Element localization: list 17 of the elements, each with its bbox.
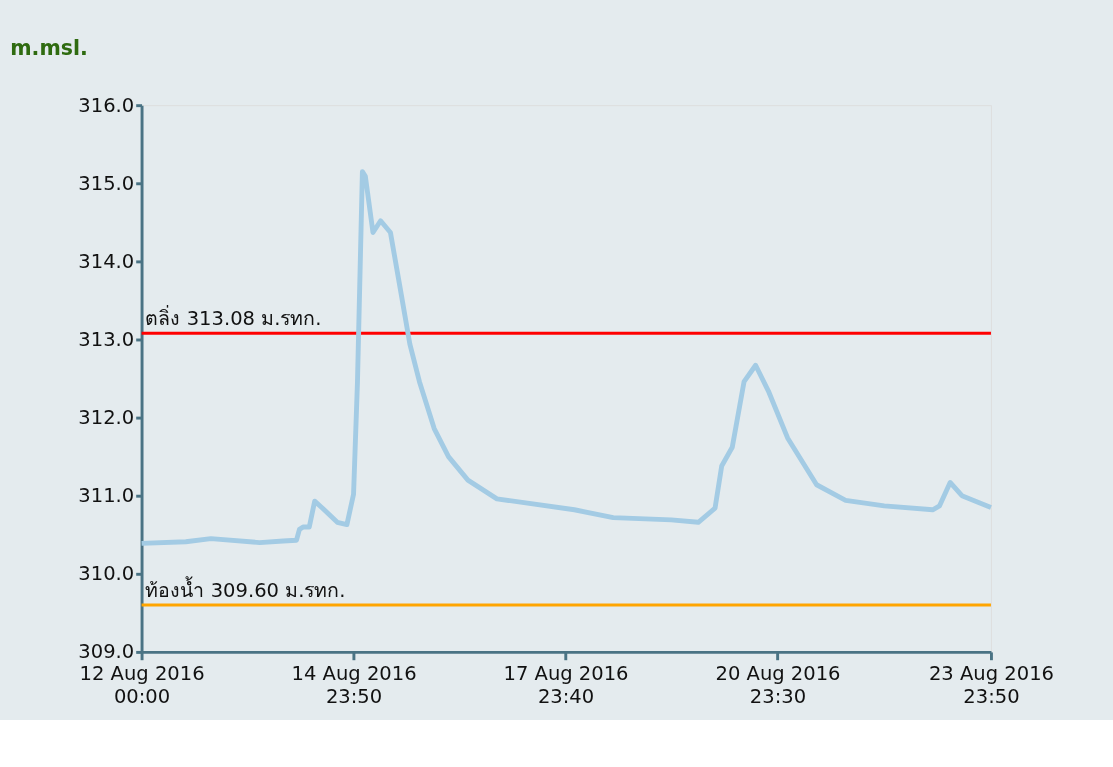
- x-tick-label: 14 Aug 2016 23:50: [291, 661, 417, 709]
- ref-line-label: ตลิ่ง 313.08 ม.รทก.: [145, 305, 322, 331]
- ref-line-label: ท้องน้ำ 309.60 ม.รทก.: [145, 576, 346, 603]
- y-tick-label: 309.0: [78, 640, 135, 664]
- y-tick-label: 316.0: [78, 93, 135, 117]
- x-tick-label: 20 Aug 2016 23:30: [715, 661, 841, 709]
- y-axis-title: m.msl.: [10, 35, 88, 60]
- y-tick-label: 314.0: [78, 249, 135, 273]
- y-tick-label: 310.0: [78, 562, 135, 586]
- x-tick-label: 17 Aug 2016 23:40: [503, 661, 629, 709]
- line-series: [139, 169, 994, 546]
- x-tick-label: 12 Aug 2016 00:00: [79, 661, 205, 709]
- y-tick-label: 311.0: [78, 484, 135, 508]
- y-tick-label: 315.0: [78, 171, 135, 195]
- y-tick-label: 313.0: [78, 327, 135, 351]
- x-tick-label: 23 Aug 2016 23:50: [928, 661, 1054, 709]
- y-tick-label: 312.0: [78, 405, 135, 429]
